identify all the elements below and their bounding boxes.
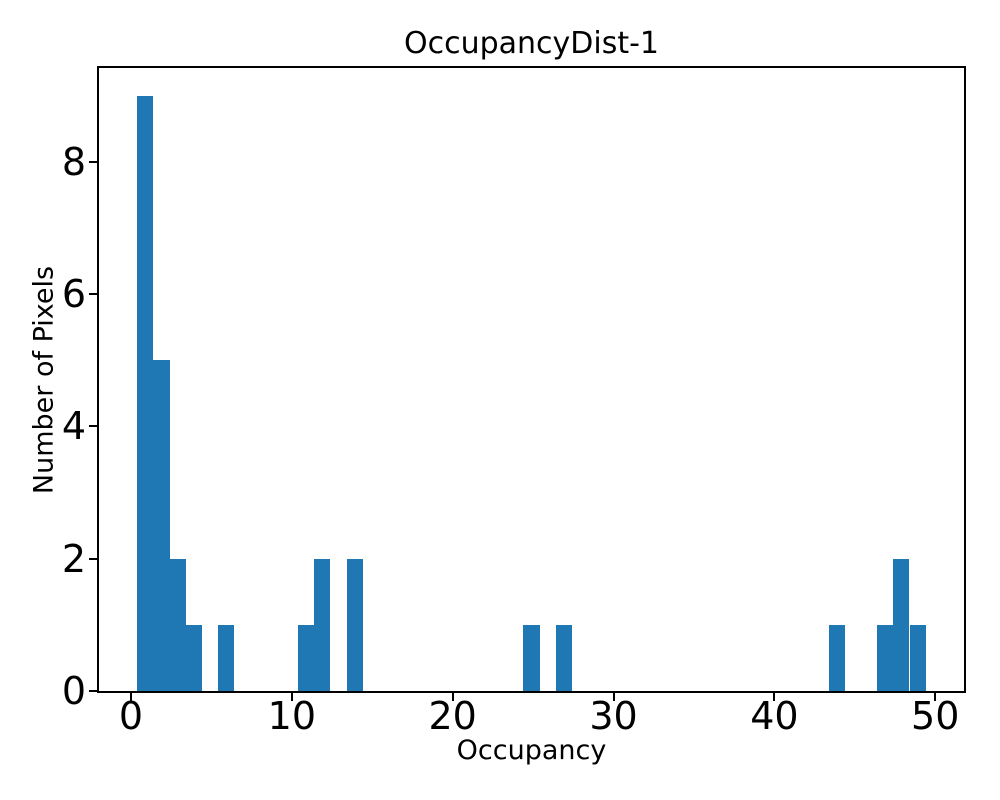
x-tick-mark xyxy=(773,692,776,701)
histogram-bar xyxy=(298,624,315,691)
x-axis-label: Occupancy xyxy=(456,735,607,766)
y-tick-mark xyxy=(89,293,98,296)
histogram-bar xyxy=(137,95,154,691)
histogram-bar xyxy=(314,558,331,691)
x-tick-mark xyxy=(934,692,937,701)
histogram-bar xyxy=(153,360,170,691)
x-tick-mark xyxy=(290,692,293,701)
histogram-bar xyxy=(877,624,894,691)
x-tick-label: 0 xyxy=(118,694,144,738)
histogram-bar xyxy=(169,558,186,691)
histogram-bar xyxy=(217,624,234,691)
histogram-bar xyxy=(185,624,202,691)
y-tick-label: 4 xyxy=(61,404,86,449)
x-tick-mark xyxy=(612,692,615,701)
y-tick-label: 6 xyxy=(61,272,86,317)
y-tick-mark xyxy=(89,690,98,692)
x-tick-label: 20 xyxy=(428,694,477,738)
y-tick-label: 0 xyxy=(61,669,86,713)
x-tick-label: 30 xyxy=(589,694,638,738)
y-tick-label: 8 xyxy=(61,139,86,184)
histogram-bar xyxy=(909,624,926,691)
histogram-bar xyxy=(555,624,572,691)
histogram-bar xyxy=(829,624,846,691)
x-tick-mark xyxy=(129,692,132,701)
histogram-bar xyxy=(893,558,910,691)
x-tick-mark xyxy=(451,692,454,701)
y-tick-mark xyxy=(89,557,98,560)
histogram-bar xyxy=(346,558,363,691)
y-tick-mark xyxy=(89,160,98,163)
x-tick-label: 50 xyxy=(911,694,960,738)
plot-area xyxy=(97,66,966,693)
chart-title: OccupancyDist-1 xyxy=(403,26,660,61)
x-tick-label: 10 xyxy=(267,694,317,738)
y-tick-label: 2 xyxy=(61,536,86,581)
histogram-bar xyxy=(523,624,540,691)
x-tick-label: 40 xyxy=(750,694,799,738)
y-tick-mark xyxy=(89,425,98,428)
